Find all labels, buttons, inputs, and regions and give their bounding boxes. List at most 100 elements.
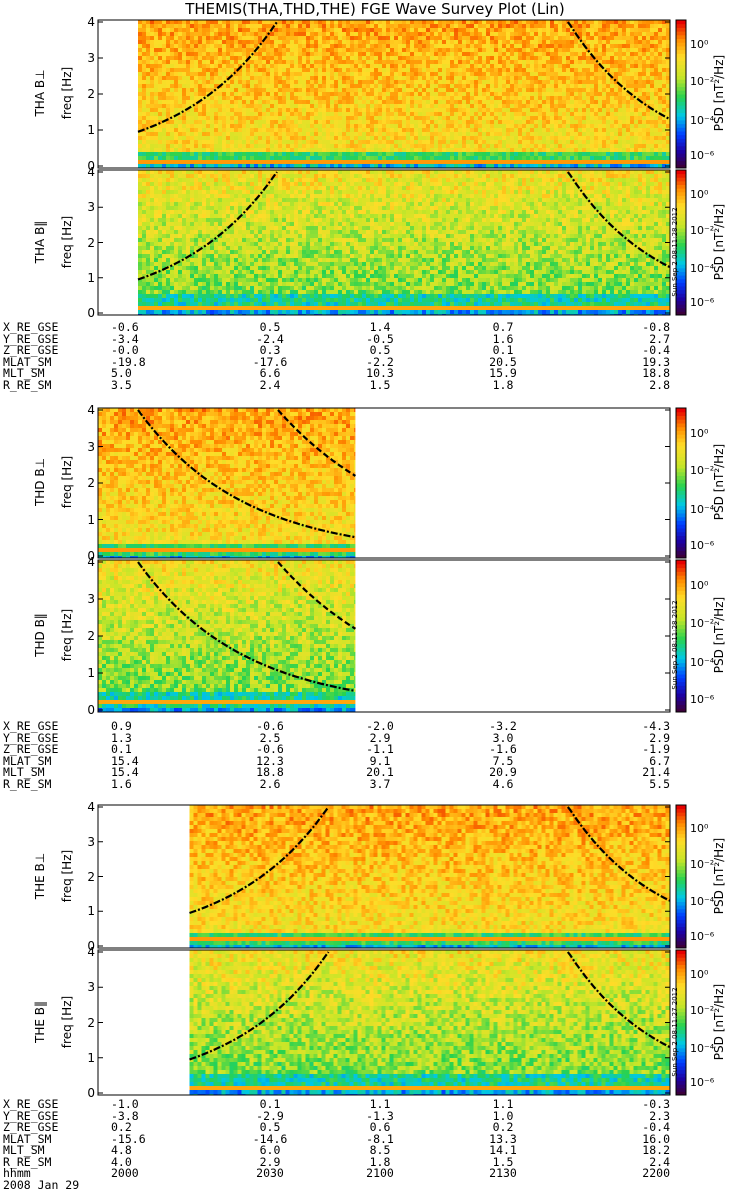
heatmap-cell [266,64,270,68]
heatmap-cell [482,148,486,152]
heatmap-cell [158,132,162,136]
heatmap-cell [618,156,622,160]
heatmap-cell [606,60,610,64]
heatmap-cell [138,24,142,28]
heatmap-cell [170,76,174,80]
heatmap-cell [546,40,550,44]
heatmap-cell [154,140,158,144]
heatmap-cell [314,40,318,44]
heatmap-cell [610,80,614,84]
heatmap-cell [394,88,398,92]
heatmap-cell [526,148,530,152]
heatmap-cell [446,108,450,112]
heatmap-cell [654,36,658,40]
heatmap-cell [350,104,354,108]
heatmap-cell [342,100,346,104]
heatmap-cell [174,108,178,112]
heatmap-cell [294,20,298,24]
heatmap-cell [490,64,494,68]
heatmap-cell [662,84,666,88]
colorbar-segment [676,105,686,109]
heatmap-cell [542,108,546,112]
heatmap-cell [494,144,498,148]
heatmap-cell [206,56,210,60]
heatmap-cell [282,84,286,88]
heatmap-cell [658,40,662,44]
heatmap-cell [658,64,662,68]
heatmap-cell [502,124,506,128]
heatmap-cell [290,112,294,116]
heatmap-cell [190,112,194,116]
heatmap-cell [166,40,170,44]
heatmap-cell [210,152,214,156]
heatmap-cell [506,60,510,64]
heatmap-cell [638,28,642,32]
heatmap-cell [250,36,254,40]
heatmap-cell [506,160,510,164]
heatmap-cell [206,40,210,44]
heatmap-cell [458,124,462,128]
heatmap-cell [250,88,254,92]
heatmap-cell [598,44,602,48]
heatmap-cell [250,20,254,24]
heatmap-cell [362,60,366,64]
heatmap-cell [306,80,310,84]
heatmap-cell [270,64,274,68]
heatmap-cell [382,160,386,164]
heatmap-cell [478,148,482,152]
heatmap-cell [198,120,202,124]
heatmap-cell [626,60,630,64]
heatmap-cell [658,128,662,132]
heatmap-cell [142,170,146,174]
heatmap-cell [218,164,222,168]
heatmap-cell [626,140,630,144]
heatmap-cell [182,80,186,84]
heatmap-cell [194,20,198,24]
heatmap-cell [450,56,454,60]
heatmap-cell [530,88,534,92]
heatmap-cell [446,44,450,48]
heatmap-cell [318,72,322,76]
heatmap-cell [454,140,458,144]
heatmap-cell [594,152,598,156]
heatmap-cell [194,156,198,160]
heatmap-cell [474,160,478,164]
heatmap-cell [510,32,514,36]
heatmap-cell [338,88,342,92]
heatmap-cell [610,156,614,160]
heatmap-cell [442,156,446,160]
heatmap-cell [386,156,390,160]
heatmap-cell [406,140,410,144]
heatmap-cell [578,116,582,120]
heatmap-cell [534,80,538,84]
heatmap-cell [186,68,190,72]
heatmap-cell [626,20,630,24]
heatmap-cell [654,84,658,88]
heatmap-cell [174,144,178,148]
heatmap-cell [302,108,306,112]
heatmap-cell [438,64,442,68]
heatmap-cell [178,60,182,64]
heatmap-cell [190,40,194,44]
heatmap-cell [282,152,286,156]
heatmap-cell [218,96,222,100]
heatmap-cell [618,128,622,132]
heatmap-cell [490,20,494,24]
heatmap-cell [398,52,402,56]
heatmap-cell [366,68,370,72]
heatmap-cell [386,128,390,132]
heatmap-cell [610,56,614,60]
heatmap-cell [442,36,446,40]
heatmap-cell [182,116,186,120]
heatmap-cell [286,96,290,100]
heatmap-cell [558,112,562,116]
heatmap-cell [290,28,294,32]
heatmap-cell [474,76,478,80]
heatmap-cell [258,48,262,52]
heatmap-cell [510,20,514,24]
heatmap-cell [462,60,466,64]
heatmap-cell [538,136,542,140]
heatmap-cell [490,160,494,164]
heatmap-cell [190,28,194,32]
heatmap-cell [434,96,438,100]
